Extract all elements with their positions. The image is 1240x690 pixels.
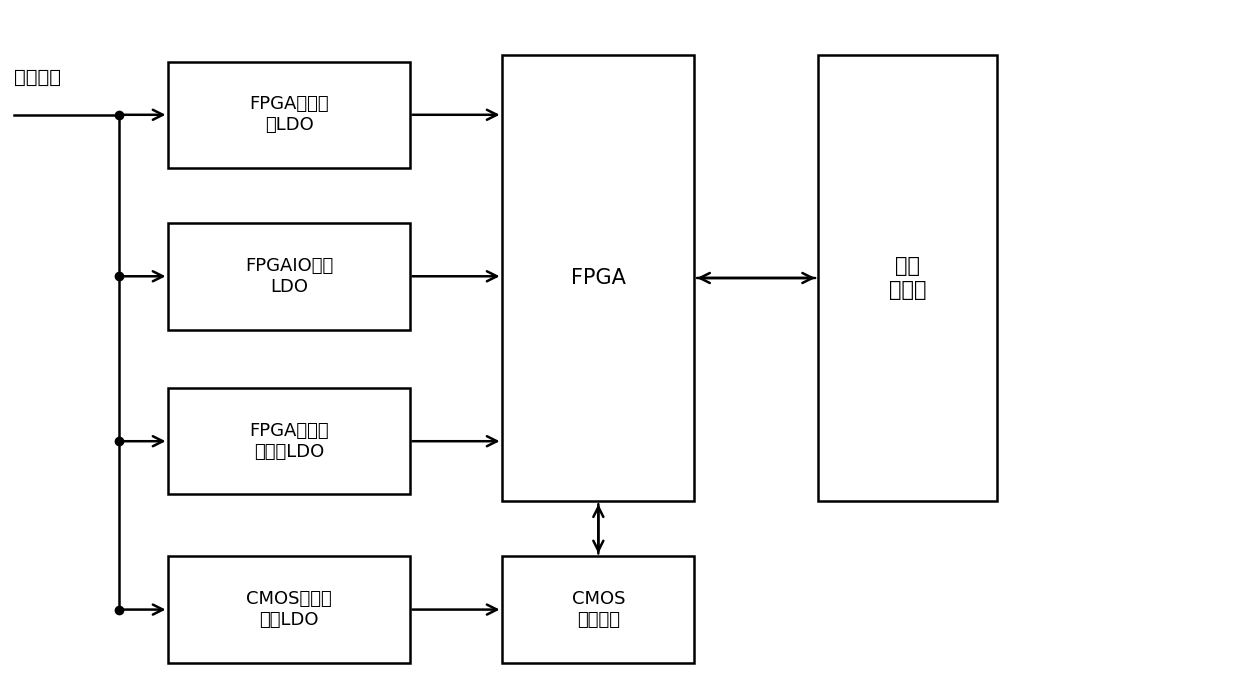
Bar — [502, 556, 694, 663]
Bar — [169, 223, 409, 330]
Text: FPGA辅助电
源供电LDO: FPGA辅助电 源供电LDO — [249, 422, 329, 461]
Text: FPGA: FPGA — [570, 268, 626, 288]
Bar — [818, 55, 997, 502]
Text: FPGAIO供电
LDO: FPGAIO供电 LDO — [246, 257, 334, 296]
Text: 成像供电: 成像供电 — [14, 68, 61, 86]
Text: CMOS焦面板
供电LDO: CMOS焦面板 供电LDO — [247, 590, 332, 629]
Bar — [169, 556, 409, 663]
Text: CMOS
图像传感: CMOS 图像传感 — [572, 590, 625, 629]
Bar — [169, 61, 409, 168]
Text: 成像
控制器: 成像 控制器 — [889, 257, 926, 299]
Text: FPGA内核供
电LDO: FPGA内核供 电LDO — [249, 95, 329, 134]
Bar — [502, 55, 694, 502]
Bar — [169, 388, 409, 495]
